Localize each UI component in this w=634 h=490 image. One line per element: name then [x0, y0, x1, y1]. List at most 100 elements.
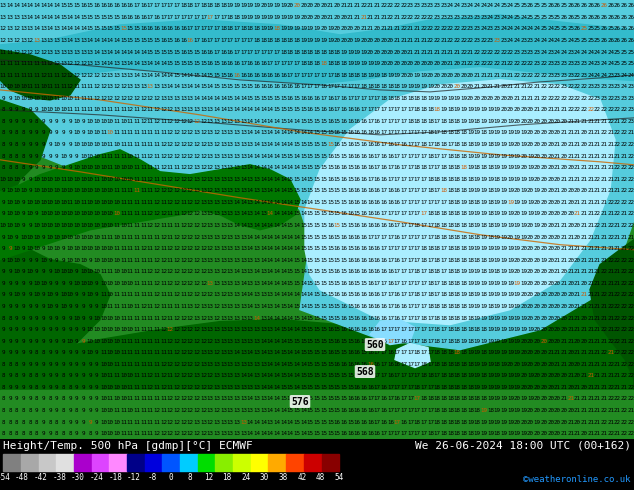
Text: 14: 14 [214, 96, 221, 101]
Text: 22: 22 [627, 419, 634, 425]
Text: 20: 20 [527, 119, 534, 124]
Text: 18: 18 [454, 327, 461, 332]
Text: 13: 13 [240, 408, 247, 413]
Text: 26: 26 [581, 3, 588, 8]
Text: 11: 11 [133, 293, 140, 297]
Text: 12: 12 [146, 177, 153, 182]
Text: 19: 19 [540, 258, 547, 263]
Text: -42: -42 [34, 473, 48, 482]
Text: 11: 11 [107, 235, 113, 240]
Text: 14: 14 [267, 165, 274, 170]
Text: 22: 22 [407, 15, 414, 20]
Text: 10: 10 [0, 84, 7, 89]
Text: 18: 18 [427, 270, 434, 274]
Text: 18: 18 [447, 223, 454, 228]
Text: 20: 20 [547, 293, 554, 297]
Text: 12: 12 [140, 119, 147, 124]
Text: 9: 9 [82, 339, 85, 343]
Text: 18: 18 [474, 327, 481, 332]
Text: 19: 19 [474, 431, 481, 436]
Text: 13: 13 [227, 130, 234, 136]
Text: 17: 17 [300, 84, 307, 89]
Text: 14: 14 [133, 73, 140, 78]
Text: 10: 10 [67, 96, 74, 101]
Text: 22: 22 [607, 96, 614, 101]
Text: 15: 15 [327, 293, 334, 297]
Text: 14: 14 [113, 49, 120, 54]
Text: 24: 24 [500, 26, 507, 31]
Text: 12: 12 [67, 73, 74, 78]
Text: 18: 18 [440, 350, 448, 355]
Text: 14: 14 [167, 84, 174, 89]
Text: 17: 17 [394, 223, 401, 228]
Text: 13: 13 [214, 119, 221, 124]
Text: 15: 15 [307, 431, 314, 436]
Text: 18: 18 [447, 385, 454, 390]
Text: 19: 19 [500, 350, 507, 355]
Text: 9: 9 [2, 270, 5, 274]
Text: 12: 12 [146, 373, 153, 378]
Text: 10: 10 [13, 200, 20, 205]
Text: 13: 13 [193, 316, 200, 320]
Text: 9: 9 [55, 258, 58, 263]
Text: 18: 18 [447, 373, 454, 378]
Text: 14: 14 [247, 107, 254, 112]
Text: 10: 10 [67, 258, 74, 263]
Text: 24: 24 [600, 61, 607, 66]
Text: 14: 14 [13, 3, 20, 8]
Text: 11: 11 [74, 96, 81, 101]
Text: 13: 13 [247, 223, 254, 228]
Text: 17: 17 [407, 419, 414, 425]
Text: 10: 10 [60, 293, 67, 297]
Text: 17: 17 [400, 396, 407, 401]
Text: 23: 23 [627, 84, 634, 89]
Text: 17: 17 [394, 431, 401, 436]
Text: 21: 21 [594, 373, 601, 378]
Text: 14: 14 [300, 200, 307, 205]
Text: 15: 15 [340, 188, 347, 194]
Text: 21: 21 [607, 293, 614, 297]
Text: 14: 14 [280, 431, 287, 436]
Text: 9: 9 [29, 339, 32, 343]
Text: 13: 13 [227, 223, 234, 228]
Text: 20: 20 [553, 339, 560, 343]
Text: 14: 14 [100, 61, 107, 66]
Text: 22: 22 [587, 107, 594, 112]
Text: 14: 14 [267, 107, 274, 112]
Text: 19: 19 [494, 350, 501, 355]
Text: 26: 26 [574, 26, 581, 31]
Text: 22: 22 [454, 26, 461, 31]
Text: 13: 13 [233, 142, 240, 147]
Text: 11: 11 [127, 270, 134, 274]
Text: 14: 14 [267, 281, 274, 286]
Text: 13: 13 [233, 177, 240, 182]
Text: 14: 14 [287, 165, 294, 170]
Text: 15: 15 [307, 385, 314, 390]
Text: 14: 14 [207, 84, 214, 89]
Text: 19: 19 [474, 188, 481, 194]
Text: 12: 12 [214, 408, 221, 413]
Text: 16: 16 [127, 3, 134, 8]
Text: 17: 17 [394, 107, 401, 112]
Text: 16: 16 [354, 223, 361, 228]
Text: 21: 21 [440, 49, 448, 54]
Text: 10: 10 [87, 177, 94, 182]
Text: 21: 21 [553, 362, 560, 367]
Text: 19: 19 [527, 154, 534, 159]
Text: 13: 13 [200, 362, 207, 367]
Text: 16: 16 [394, 304, 401, 309]
Text: 19: 19 [521, 235, 527, 240]
Text: 16: 16 [360, 177, 367, 182]
Text: 22: 22 [627, 431, 634, 436]
Text: 9: 9 [29, 385, 32, 390]
Text: 19: 19 [347, 49, 354, 54]
Text: 19: 19 [427, 96, 434, 101]
Text: 10: 10 [60, 107, 67, 112]
Text: 9: 9 [82, 373, 85, 378]
Text: 9: 9 [75, 419, 79, 425]
Text: 12: 12 [93, 84, 100, 89]
Text: 19: 19 [507, 119, 514, 124]
Text: 9: 9 [22, 385, 25, 390]
Text: 20: 20 [560, 165, 567, 170]
Text: 16: 16 [367, 327, 374, 332]
